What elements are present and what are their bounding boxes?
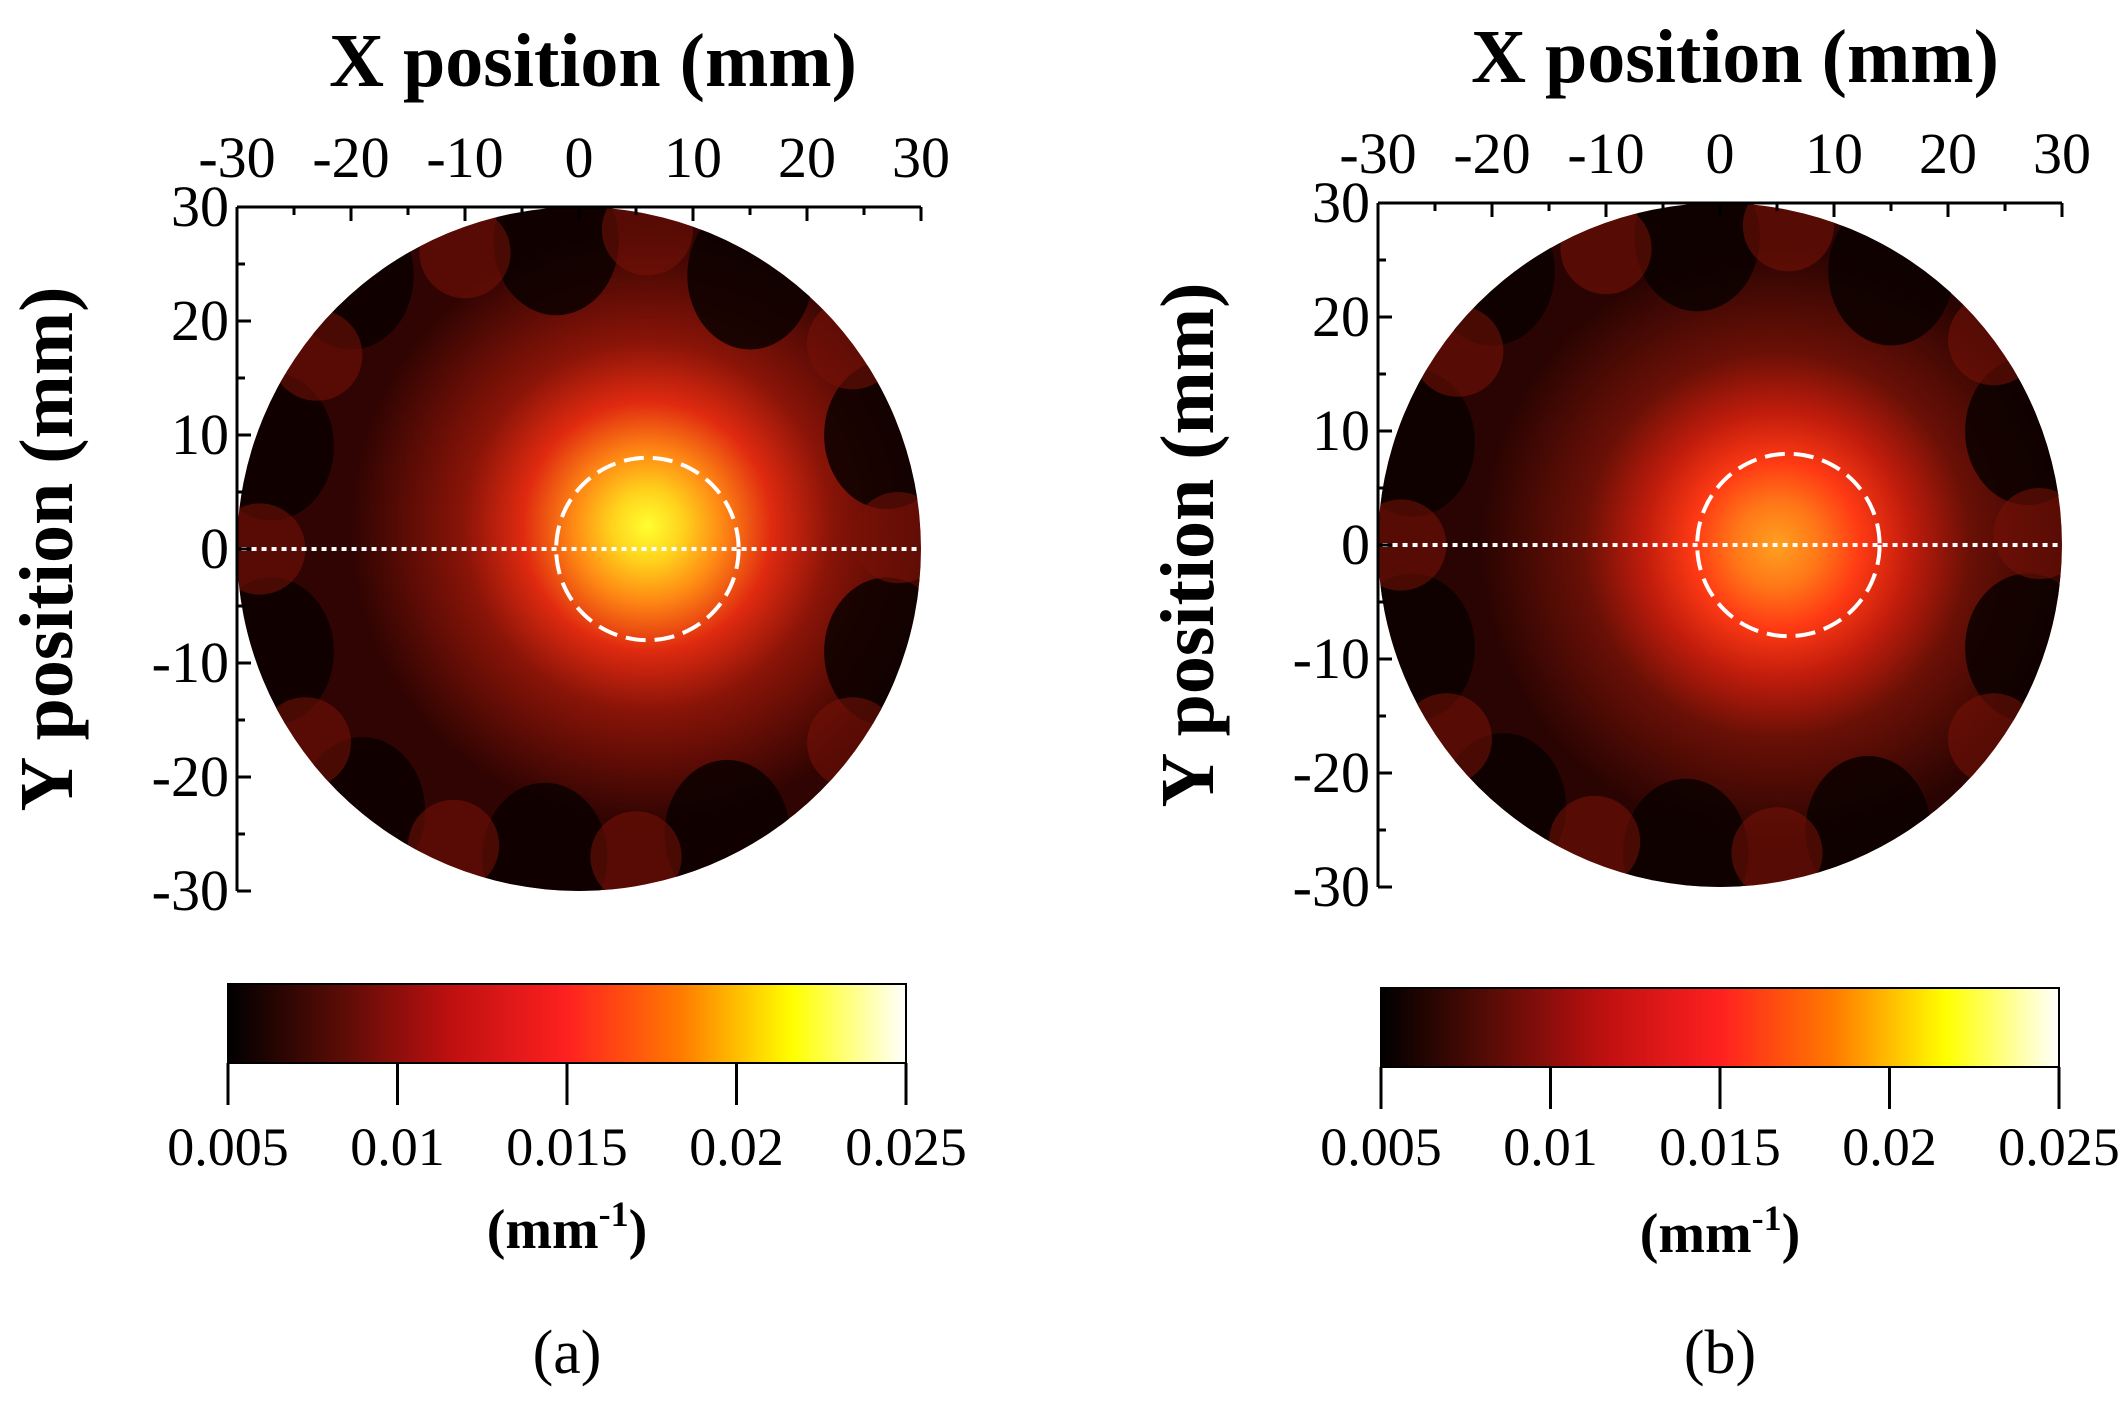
red-patch: [237, 503, 306, 595]
unit-base: (mm: [1640, 1203, 1752, 1265]
dark-lobe: [687, 207, 813, 350]
x-tick-label: 20: [1919, 121, 1977, 186]
colorbar: [1380, 987, 2060, 1068]
colorbar-unit-label: (mm-1): [1640, 1198, 1801, 1265]
y-tick-label: 30: [171, 174, 229, 239]
heatmap-field: [237, 207, 921, 891]
red-patch: [852, 491, 921, 584]
unit-close: ): [1782, 1203, 1801, 1265]
y-tick-label: 30: [1312, 170, 1370, 235]
hotspot: [567, 446, 728, 606]
x-tick-label: 30: [892, 125, 950, 190]
red-patch: [1742, 203, 1835, 272]
panel-label: (a): [533, 1319, 602, 1387]
colorbar-tick-label: 0.01: [1503, 1117, 1598, 1177]
x-tick-label: -30: [1339, 121, 1416, 186]
x-tick-label: 10: [664, 125, 722, 190]
colorbar-tick-label: 0.015: [506, 1117, 628, 1177]
x-tick-label: 10: [1805, 121, 1863, 186]
x-tick-label: 20: [778, 125, 836, 190]
red-patch: [1731, 807, 1823, 887]
panel-b: -30 -20 -10 0 10 20 30 30 20 10 0 -10 -20 -30 X positi…: [1146, 15, 2120, 1387]
x-tick-label: -20: [312, 125, 389, 190]
dark-lobe: [1828, 203, 1954, 346]
dark-lobe: [1805, 755, 1931, 887]
colorbar-unit-label: (mm-1): [487, 1194, 648, 1261]
y-tick-label: 20: [1312, 284, 1370, 349]
red-patch: [601, 207, 694, 276]
y-tick-label: -30: [152, 858, 229, 923]
unit-base: (mm: [487, 1199, 599, 1261]
heatmap-field: [1378, 203, 2062, 887]
unit-exponent: -1: [1752, 1198, 1782, 1238]
colorbar-tick-label: 0.025: [845, 1117, 967, 1177]
colorbar-tick-label: 0.02: [689, 1117, 784, 1177]
colorbar-tick-label: 0.005: [1320, 1117, 1442, 1177]
x-tick-label: -10: [1567, 121, 1644, 186]
x-axis-title: X position (mm): [329, 19, 857, 103]
x-tick-label: 30: [2033, 121, 2091, 186]
target-circle: [554, 455, 741, 643]
y-tick-label: -10: [1293, 626, 1370, 691]
colorbar: [227, 983, 907, 1064]
x-tick-label: 0: [565, 125, 594, 190]
y-axis-title: Y position (mm): [5, 287, 89, 812]
y-axis-title: Y position (mm): [1146, 283, 1230, 808]
red-patch: [1549, 795, 1641, 887]
y-tick-label: -30: [1293, 854, 1370, 919]
red-patch: [807, 298, 899, 390]
red-patch: [1412, 305, 1504, 397]
red-patch: [1400, 693, 1492, 785]
red-patch: [590, 811, 682, 891]
target-circle: [1695, 451, 1882, 639]
y-tick-label: 0: [200, 516, 229, 581]
panel-label: (b): [1684, 1319, 1756, 1387]
dark-lobe: [493, 207, 619, 316]
dark-lobe: [1634, 203, 1760, 312]
y-tick-label: -20: [152, 744, 229, 809]
colorbar-tick-label: 0.02: [1842, 1117, 1937, 1177]
x-tick-label: -10: [426, 125, 503, 190]
y-tick-label: 20: [171, 288, 229, 353]
red-patch: [259, 697, 351, 789]
red-patch: [1948, 294, 2040, 386]
red-patch: [807, 697, 899, 789]
x-tick-label: -20: [1453, 121, 1530, 186]
red-patch: [271, 309, 363, 401]
x-tick-label: 0: [1706, 121, 1735, 186]
y-tick-label: -20: [1293, 740, 1370, 805]
x-axis-title: X position (mm): [1471, 15, 1999, 99]
y-tick-label: 10: [171, 402, 229, 467]
y-tick-label: 10: [1312, 398, 1370, 463]
unit-close: ): [629, 1199, 648, 1261]
dark-lobe: [1623, 778, 1749, 887]
colorbar-tick-label: 0.025: [1998, 1117, 2120, 1177]
x-tick-label: -30: [198, 125, 275, 190]
dark-lobe: [482, 782, 608, 891]
red-patch: [1993, 487, 2062, 580]
red-patch: [408, 799, 500, 891]
colorbar-tick-label: 0.005: [167, 1117, 289, 1177]
panel-a: -30 -20 -10 0 10 20 30 30 20 10 0 -10 -20 -30 X positi…: [5, 19, 967, 1387]
unit-exponent: -1: [599, 1194, 629, 1234]
dark-lobe: [664, 759, 790, 891]
colorbar-tick-label: 0.015: [1659, 1117, 1781, 1177]
colorbar-tick-label: 0.01: [350, 1117, 445, 1177]
red-patch: [1948, 693, 2040, 785]
y-tick-label: 0: [1341, 512, 1370, 577]
y-tick-label: -10: [152, 630, 229, 695]
